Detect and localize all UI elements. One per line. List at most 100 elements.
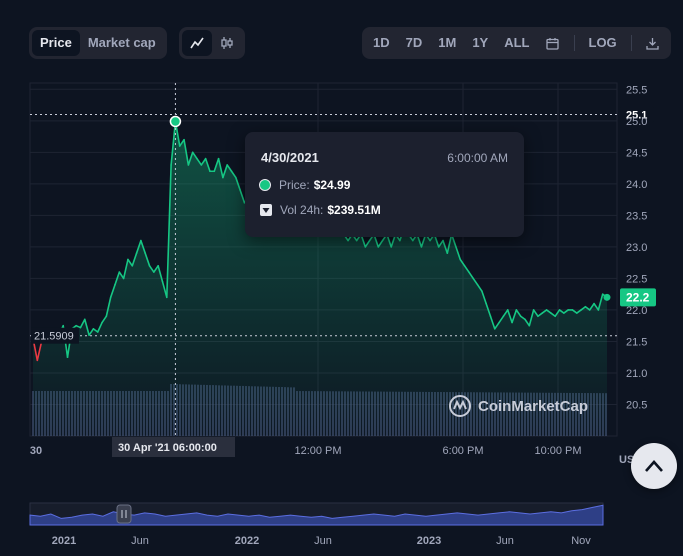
x-tick-label: 6:00 PM (443, 445, 484, 457)
price-segment (157, 265, 164, 283)
price-segment (580, 305, 587, 311)
y-tick-label: 25.0 (626, 116, 647, 128)
tooltip-time: 6:00:00 AM (447, 151, 508, 165)
price-segment (511, 309, 518, 324)
toolbar-divider (573, 35, 575, 51)
x-tick-label: 10:00 PM (534, 445, 581, 457)
last-price-label: 22.2 (626, 290, 650, 304)
range-all[interactable]: ALL (504, 35, 530, 50)
x-axis: 30 12:00 PM 6:00 PM 10:00 PM (30, 445, 582, 457)
price-segment (597, 293, 604, 311)
metric-toggle: Price Market cap (29, 27, 167, 59)
price-segment (183, 138, 190, 166)
price-segment (170, 120, 177, 166)
log-toggle[interactable]: LOG (588, 35, 617, 50)
price-segment (230, 170, 237, 179)
price-segment (554, 309, 561, 318)
y-tick-label: 25.5 (626, 84, 647, 96)
last-price-dot (603, 293, 611, 301)
price-segment (217, 157, 224, 179)
y-tick-label: 21.0 (626, 368, 647, 380)
calendar-icon[interactable] (538, 30, 568, 56)
navigator-tick-label: Nov (571, 535, 591, 547)
watermark-text: CoinMarketCap (478, 397, 589, 415)
navigator-tick-label: Jun (314, 535, 332, 547)
y-tick-label: 20.5 (626, 399, 647, 411)
range-1y[interactable]: 1Y (472, 35, 489, 50)
price-segment (472, 277, 479, 286)
download-icon[interactable] (638, 30, 668, 56)
candlestick-icon[interactable] (212, 30, 242, 56)
price-segment (105, 296, 112, 318)
price-segment (545, 309, 552, 314)
tooltip-volume-label: Vol 24h: (280, 203, 324, 217)
price-segment (200, 157, 207, 166)
range-1m[interactable]: 1M (438, 35, 457, 50)
price-segment (36, 340, 43, 362)
tooltip-price-row: Price: $24.99 (259, 178, 350, 192)
price-segment (144, 252, 151, 267)
price-segment (506, 309, 513, 324)
price-segment (571, 309, 578, 314)
coinmarketcap-watermark: CoinMarketCap (448, 394, 588, 418)
price-segment (498, 315, 505, 324)
line-chart-icon[interactable] (182, 30, 212, 56)
price-segment (377, 239, 384, 248)
crosshair-label: 30 Apr '21 06:00:00 (118, 442, 217, 454)
price-segment (528, 309, 535, 327)
price-segment (532, 309, 539, 318)
price-segment (96, 321, 103, 333)
price-segment (563, 309, 569, 314)
reference-label-bg (31, 327, 79, 344)
last-price-badge (620, 288, 656, 307)
navigator-tick-label: 2023 (417, 535, 441, 547)
price-segment (213, 157, 220, 173)
range-1d[interactable]: 1D (373, 35, 390, 50)
navigator-tick-label: Jun (496, 535, 514, 547)
price-segment (463, 265, 470, 273)
x-tick-label: 12:00 PM (294, 445, 341, 457)
y-axis: 20.5 21.0 21.5 22.0 22.5 23.0 23.5 24.0 24.5 25.0… (619, 84, 647, 466)
price-segment (191, 151, 198, 160)
tooltip-price-label: Price: (279, 178, 310, 192)
price-segment (476, 283, 483, 292)
y-tick-label: 24.5 (626, 147, 647, 159)
price-segment (541, 309, 548, 314)
price-segment (83, 318, 90, 336)
hover-point (169, 115, 182, 128)
price-segment (584, 305, 591, 311)
price-segment (537, 312, 544, 318)
price-segment (468, 271, 475, 280)
price-segment (437, 239, 444, 248)
navigator-tick-label: 2022 (235, 535, 259, 547)
crosshair-label-bg (112, 437, 235, 457)
price-segment (178, 138, 185, 147)
high-label: 25.1 (626, 110, 647, 122)
price-segment (79, 318, 86, 329)
tooltip-price-value: $24.99 (313, 178, 351, 192)
scroll-up-button[interactable] (631, 443, 677, 489)
navigator-handle (116, 504, 132, 524)
high-label-bg (620, 106, 654, 123)
price-segment (239, 189, 246, 204)
navigator: 2021 Jun 2022 Jun 2023 Jun Nov (29, 502, 604, 547)
tooltip-volume-row: Vol 24h: $239.51M (259, 203, 381, 217)
price-segment (481, 290, 487, 305)
price-segment (122, 258, 129, 280)
y-tick-label: 22.5 (626, 273, 647, 285)
price-area-fill (33, 121, 607, 436)
price-segment (127, 258, 134, 267)
price-segment (588, 302, 595, 311)
price-segment (459, 258, 466, 267)
navigator-tick-label: Jun (131, 535, 149, 547)
chart-overlay: 21.5909 25.1 30 Apr '21 06:00:00 22.2 (30, 83, 656, 457)
price-segment (187, 151, 194, 166)
tab-price[interactable]: Price (32, 30, 80, 56)
price-segment (524, 318, 531, 327)
price-segment (135, 239, 142, 254)
y-tick-label: 24.0 (626, 179, 647, 191)
range-7d[interactable]: 7D (405, 35, 423, 50)
tab-market-cap[interactable]: Market cap (87, 35, 156, 50)
price-segment (446, 233, 453, 254)
